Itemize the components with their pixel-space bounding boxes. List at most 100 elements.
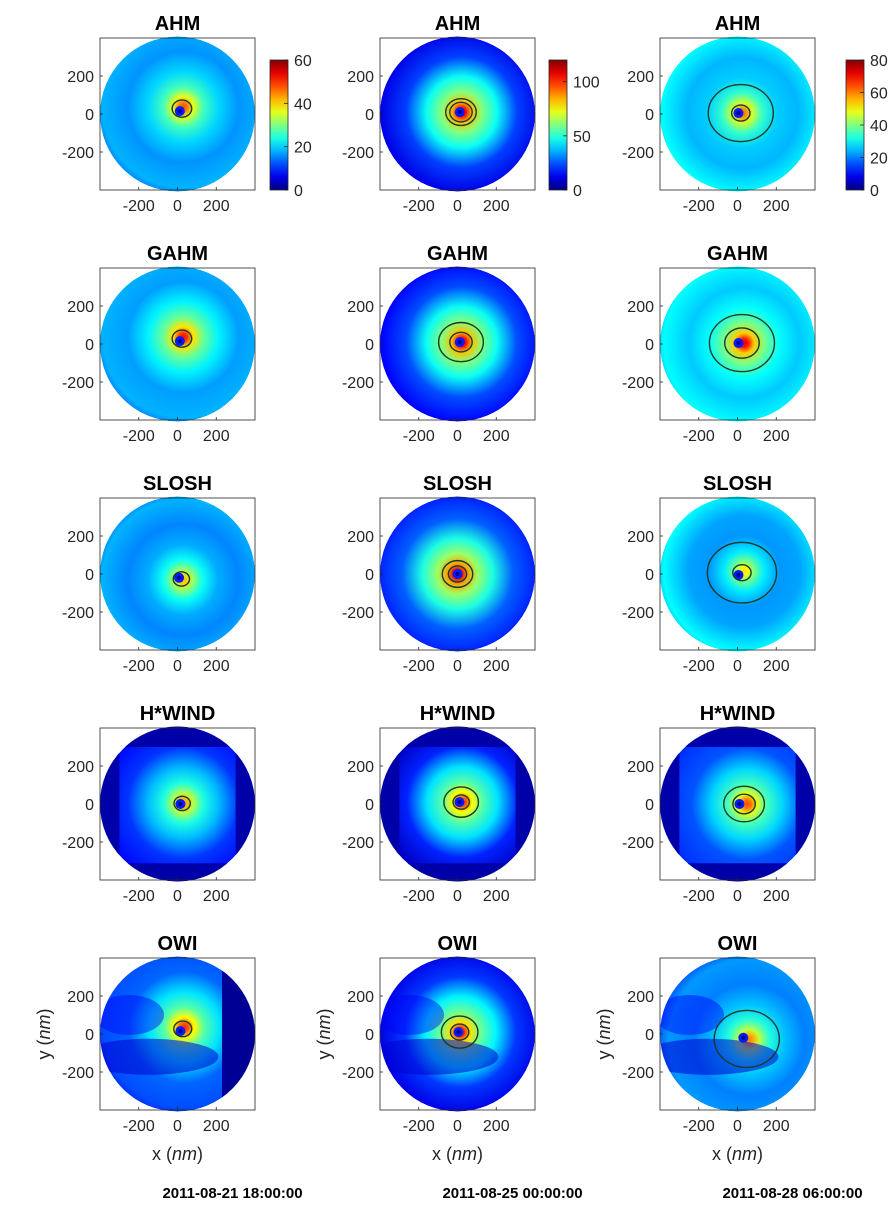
x-tick-label: 200 — [203, 198, 230, 215]
y-tick-label: -200 — [62, 1065, 94, 1082]
colorbars: 0 20 40 60 0 50 100 0 20 40 60 80 — [269, 53, 888, 200]
y-tick-label: 200 — [627, 529, 654, 546]
y-tick-label: 0 — [645, 797, 654, 814]
y-tick-label: -200 — [342, 145, 374, 162]
y-tick-label: 200 — [347, 529, 374, 546]
y-tick-label: 200 — [347, 759, 374, 776]
panel-gahm-1: GAHM 200 0 -200 -200 0 200 — [62, 243, 256, 445]
x-tick-label: -200 — [403, 888, 435, 905]
panel-title: AHM — [155, 13, 201, 35]
y-tick-label: 0 — [645, 337, 654, 354]
y-tick-label: -200 — [622, 835, 654, 852]
x-axis-label-suffix: ) — [757, 1144, 763, 1164]
x-tick-label: -200 — [123, 658, 155, 675]
y-tick-label: 200 — [347, 989, 374, 1006]
x-tick-label: 200 — [203, 1118, 230, 1135]
y-axis-label-unit: nm — [594, 1014, 614, 1039]
y-tick-label: 0 — [85, 107, 94, 124]
colorbar-tick-label: 50 — [573, 129, 591, 146]
colorbar-1: 0 20 40 60 — [269, 53, 312, 200]
panel-grid: AHM 200 0 -200 -200 0 200 GAHM 200 0 -200 -200 0 200 S… — [62, 13, 816, 1135]
colorbar-3: 0 20 40 60 80 — [845, 53, 888, 200]
x-tick-label: 200 — [763, 658, 790, 675]
y-tick-label: 200 — [67, 299, 94, 316]
y-axis-label: y (nm) — [314, 1008, 334, 1059]
wind-field — [100, 36, 255, 192]
x-tick-label: 0 — [453, 198, 462, 215]
storm-eye-center — [178, 802, 183, 806]
y-tick-label: 0 — [365, 797, 374, 814]
y-tick-label: -200 — [62, 835, 94, 852]
panel-title: SLOSH — [703, 473, 772, 495]
colorbar-tick-label: 0 — [573, 183, 582, 200]
panel-title: SLOSH — [423, 473, 492, 495]
x-tick-label: 0 — [173, 1118, 182, 1135]
panel-title: GAHM — [147, 243, 208, 265]
x-tick-label: 200 — [203, 658, 230, 675]
panel-hwind-2: H*WIND 200 0 -200 -200 0 200 — [342, 703, 536, 905]
panel-ahm-2: AHM 200 0 -200 -200 0 200 — [342, 13, 536, 215]
x-tick-label: 200 — [483, 658, 510, 675]
x-tick-label: -200 — [403, 198, 435, 215]
storm-eye-center — [455, 572, 460, 576]
date-label: 2011-08-28 06:00:00 — [722, 1185, 862, 1202]
colorbar-tick-label: 100 — [573, 75, 600, 92]
storm-eye-center — [457, 110, 462, 115]
contour-line — [732, 563, 752, 582]
y-tick-label: 200 — [627, 759, 654, 776]
contour-line — [452, 794, 471, 810]
colorbar-2: 0 50 100 — [548, 59, 600, 200]
x-tick-label: 0 — [173, 198, 182, 215]
y-tick-label: -200 — [342, 1065, 374, 1082]
x-tick-label: 200 — [203, 428, 230, 445]
wind-field — [660, 36, 815, 192]
y-axis-label-suffix: ) — [594, 1008, 614, 1014]
storm-eye-center — [736, 111, 741, 116]
panel-title: OWI — [718, 933, 758, 955]
contour-line — [723, 327, 760, 359]
y-tick-label: 0 — [645, 567, 654, 584]
x-tick-label: 200 — [763, 198, 790, 215]
x-tick-label: 0 — [453, 888, 462, 905]
x-tick-label: -200 — [683, 658, 715, 675]
y-axis-label-prefix: y ( — [314, 1040, 334, 1060]
panel-title: OWI — [438, 933, 478, 955]
colorbar-tick-label: 0 — [870, 183, 879, 200]
storm-eye-center — [736, 341, 741, 346]
wind-field — [380, 726, 535, 882]
owi-low-band — [660, 1038, 779, 1075]
wind-field — [100, 266, 255, 422]
y-tick-label: 200 — [67, 759, 94, 776]
x-tick-label: 0 — [453, 1118, 462, 1135]
y-tick-label: 0 — [85, 797, 94, 814]
owi-low-patch — [380, 995, 445, 1035]
x-tick-label: 0 — [453, 658, 462, 675]
panel-title: AHM — [715, 13, 761, 35]
x-tick-label: -200 — [403, 1118, 435, 1135]
y-tick-label: 0 — [645, 1027, 654, 1044]
x-tick-label: 0 — [173, 658, 182, 675]
x-axis-label: x (nm) — [432, 1144, 483, 1164]
y-tick-label: 0 — [365, 107, 374, 124]
x-tick-label: 200 — [203, 888, 230, 905]
wind-field — [380, 496, 535, 652]
wind-field — [380, 36, 535, 192]
y-tick-label: 200 — [627, 299, 654, 316]
contour-line — [437, 321, 485, 363]
colorbar-tick-label: 40 — [870, 118, 888, 135]
contour-line — [449, 101, 473, 123]
x-tick-label: 200 — [483, 888, 510, 905]
panel-slosh-3: SLOSH 200 0 -200 -200 0 200 — [622, 473, 816, 675]
panel-title: H*WIND — [700, 703, 776, 725]
x-tick-label: 200 — [763, 888, 790, 905]
y-tick-label: -200 — [62, 375, 94, 392]
x-tick-label: -200 — [123, 428, 155, 445]
contour-line — [441, 559, 474, 589]
colorbar-tick-label: 0 — [294, 183, 303, 200]
contour-line — [723, 785, 766, 823]
y-tick-label: 0 — [645, 107, 654, 124]
contour-line — [732, 793, 756, 815]
y-tick-label: -200 — [342, 835, 374, 852]
date-label: 2011-08-21 18:00:00 — [162, 1185, 302, 1202]
y-tick-label: -200 — [622, 375, 654, 392]
